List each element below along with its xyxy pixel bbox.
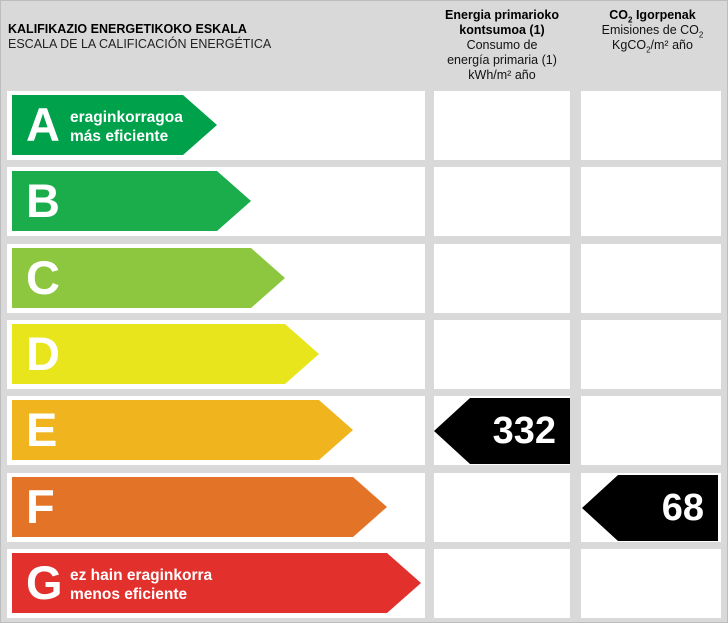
co2-cell-b (581, 167, 721, 236)
energy-cell-a (434, 91, 570, 160)
rating-letter: B (26, 174, 60, 227)
rating-description-line2: menos eficiente (70, 586, 188, 603)
co2-cell-e (581, 396, 721, 465)
scale-title: KALIFIKAZIO ENERGETIKOKO ESKALA (8, 22, 247, 36)
rating-arrow-b: B (12, 171, 251, 231)
rating-arrow-f: F (12, 477, 387, 537)
scale-row-e: E (7, 396, 425, 465)
energy-value-badge: 332 (434, 398, 570, 464)
co2-header-line3: KgCO2/m² año (612, 38, 693, 55)
energy-cell-g (434, 549, 570, 618)
scale-row-b: B (7, 167, 425, 236)
rating-description: ez hain eraginkorra menos eficiente (70, 566, 212, 604)
energy-header-line2: kontsumoa (1) (459, 23, 545, 37)
co2-cell-a (581, 91, 721, 160)
rating-letter: G (26, 556, 63, 609)
scale-subtitle: ESCALA DE LA CALIFICACIÓN ENERGÉTICA (8, 37, 272, 51)
rating-arrow-e: E (12, 400, 353, 460)
rating-letter: C (26, 251, 60, 304)
scale-row-d: D (7, 320, 425, 389)
energy-cell-e: 332 (434, 396, 570, 465)
energy-header-unit: kWh/m² año (468, 68, 536, 82)
co2-cell-g (581, 549, 721, 618)
energy-header-line4: energía primaria (1) (447, 53, 557, 67)
rating-description: eraginkorragoa más eficiente (70, 108, 183, 146)
energy-cell-b (434, 167, 570, 236)
rating-description-line2: más eficiente (70, 128, 169, 145)
rating-arrow-d: D (12, 324, 319, 384)
scale-header: KALIFIKAZIO ENERGETIKOKO ESKALA ESCALA D… (2, 2, 428, 90)
energy-cell-d (434, 320, 570, 389)
rating-letter: A (26, 98, 60, 151)
scale-row-f: F (7, 473, 425, 542)
co2-header-line2: Emisiones de CO2 (601, 23, 704, 40)
co2-cell-d (581, 320, 721, 389)
energy-header: Energia primarioko kontsumoa (1) Consumo… (431, 2, 573, 90)
rating-letter: F (26, 480, 55, 533)
rating-letter: E (26, 403, 58, 456)
co2-header: CO2 Igorpenak Emisiones de CO2 KgCO2/m² … (578, 2, 727, 90)
rating-description-line1: eraginkorragoa (70, 109, 183, 126)
co2-cell-f: 68 (581, 473, 721, 542)
energy-cell-c (434, 244, 570, 313)
rating-description-line1: ez hain eraginkorra (70, 567, 213, 584)
energy-header-line1: Energia primarioko (445, 8, 559, 22)
scale-row-c: C (7, 244, 425, 313)
energy-cell-f (434, 473, 570, 542)
co2-header-title: CO2 Igorpenak (609, 8, 696, 25)
rating-arrow-c: C (12, 248, 285, 308)
co2-cell-c (581, 244, 721, 313)
co2-value-badge: 68 (582, 475, 718, 541)
rating-letter: D (26, 327, 60, 380)
energy-header-line3: Consumo de (466, 38, 538, 52)
